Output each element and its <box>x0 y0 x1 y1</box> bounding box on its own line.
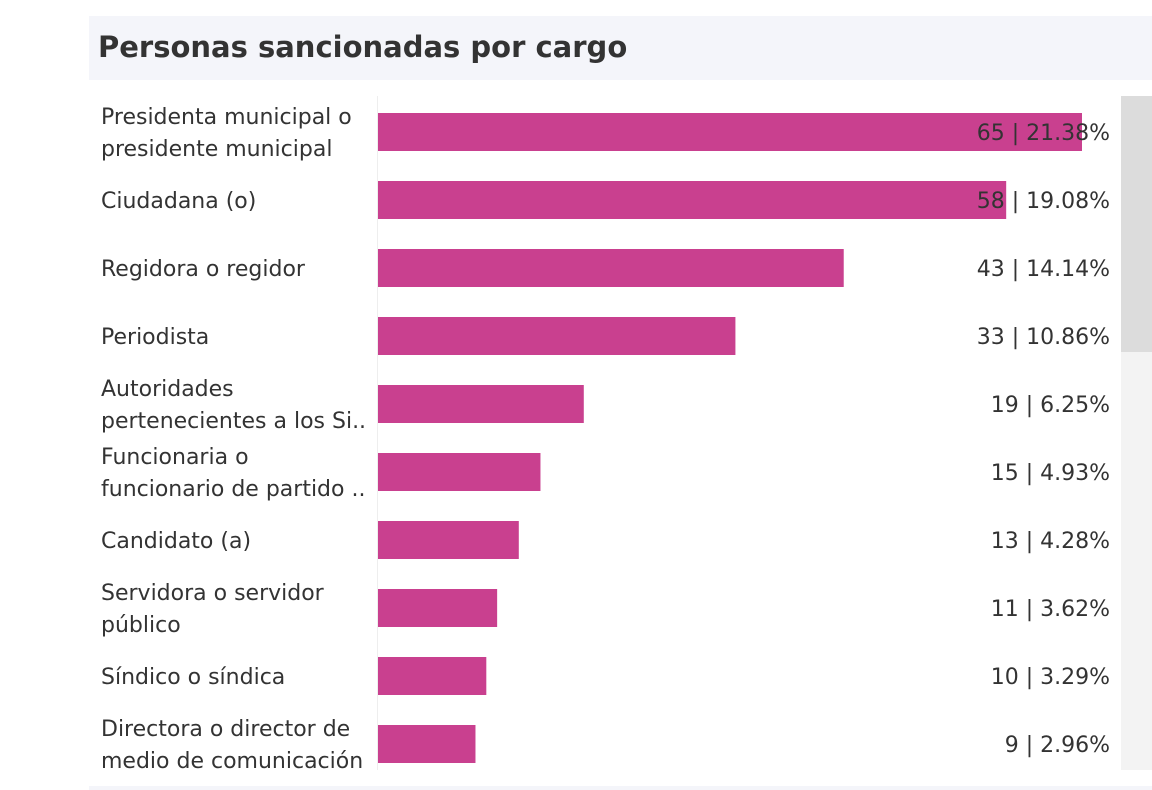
bar-2[interactable] <box>378 249 844 287</box>
category-label-7: Servidora o servidor público <box>101 581 325 638</box>
bar-1[interactable] <box>378 181 1007 219</box>
value-label-7: 11 | 3.62% <box>991 597 1110 622</box>
chart-footer <box>89 786 1152 790</box>
bar-9[interactable] <box>378 725 476 763</box>
value-label-9: 9 | 2.96% <box>1005 733 1110 758</box>
bar-4[interactable] <box>378 385 584 423</box>
bar-0[interactable] <box>378 113 1082 151</box>
category-label-1: Ciudadana (o) <box>101 189 256 214</box>
bar-5[interactable] <box>378 453 541 491</box>
bar-3[interactable] <box>378 317 736 355</box>
value-label-4: 19 | 6.25% <box>991 393 1110 418</box>
chart-header <box>89 16 1152 80</box>
category-label-2: Regidora o regidor <box>101 257 306 282</box>
value-label-0: 65 | 21.38% <box>977 121 1110 146</box>
value-label-8: 10 | 3.29% <box>991 665 1110 690</box>
category-label-8: Síndico o síndica <box>101 665 285 690</box>
category-label-9: Directora o director de medio de comunica… <box>101 717 363 774</box>
bar-8[interactable] <box>378 657 487 695</box>
category-label-3: Periodista <box>101 325 209 350</box>
scrollbar-thumb[interactable] <box>1121 96 1152 352</box>
value-label-5: 15 | 4.93% <box>991 461 1110 486</box>
value-label-1: 58 | 19.08% <box>977 189 1110 214</box>
category-label-0: Presidenta municipal o presidente municip… <box>101 105 352 162</box>
value-label-6: 13 | 4.28% <box>991 529 1110 554</box>
value-label-3: 33 | 10.86% <box>977 325 1110 350</box>
category-label-4: Autoridades pertenecientes a los Si.. <box>101 377 366 434</box>
bar-7[interactable] <box>378 589 498 627</box>
category-label-6: Candidato (a) <box>101 529 251 554</box>
category-axis-line <box>377 96 378 770</box>
value-label-2: 43 | 14.14% <box>977 257 1110 282</box>
category-label-5: Funcionaria o funcionario de partido .. <box>101 445 365 502</box>
bar-6[interactable] <box>378 521 519 559</box>
chart-title: Personas sancionadas por cargo <box>98 30 628 64</box>
